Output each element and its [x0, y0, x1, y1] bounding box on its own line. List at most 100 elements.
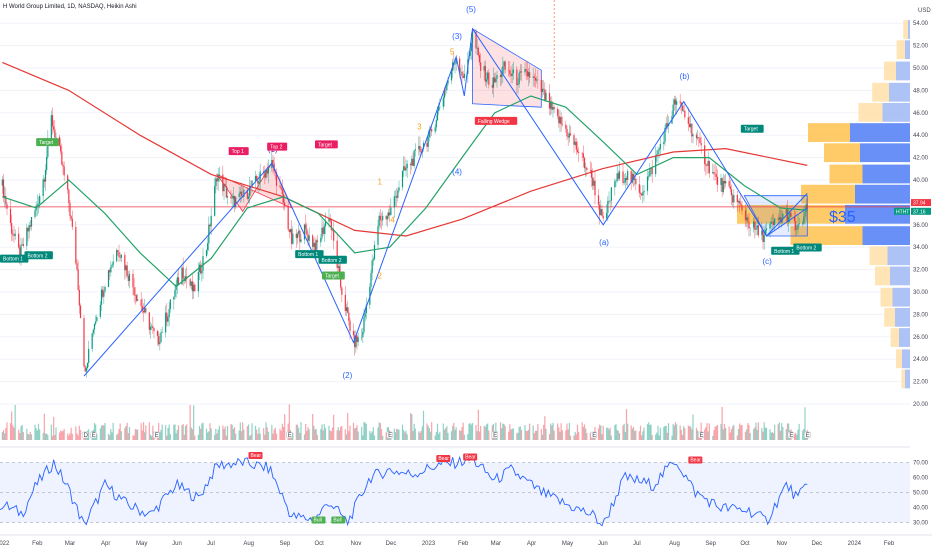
price-tick-label: 32.00 — [913, 268, 929, 274]
volume-bar — [692, 414, 694, 440]
volume-bar — [186, 424, 188, 440]
event-marker-text: E — [155, 433, 159, 439]
volume-bar — [427, 425, 429, 440]
candle-body — [305, 224, 307, 229]
candle-body — [96, 316, 98, 322]
volume-bar — [680, 429, 682, 440]
volume-bar — [264, 434, 266, 440]
candle-body — [159, 342, 161, 345]
target-zone — [743, 195, 808, 237]
candle-body — [748, 222, 750, 228]
volume-bar — [708, 423, 710, 440]
volume-bar — [610, 435, 612, 440]
volume-bar — [152, 425, 154, 440]
candle-body — [238, 193, 240, 197]
time-tick-label: Feb — [458, 541, 469, 547]
candle-body — [39, 196, 41, 204]
volume-bar — [103, 425, 105, 440]
candle-body — [36, 204, 38, 206]
volume-bar — [110, 429, 112, 440]
volume-bar — [230, 423, 232, 440]
volume-bar — [771, 432, 773, 440]
volume-bar — [77, 435, 79, 440]
volume-bar — [704, 429, 706, 440]
volume-profile-down-bar — [890, 266, 910, 286]
candle-body — [104, 286, 106, 292]
volume-bar — [608, 429, 610, 440]
volume-bar — [581, 422, 583, 440]
volume-bar — [75, 426, 77, 440]
volume-bar — [627, 423, 629, 440]
candle-body — [698, 137, 700, 138]
volume-bar — [485, 424, 488, 440]
candle-body — [233, 195, 236, 207]
candle-body — [303, 224, 306, 240]
candle-body — [541, 88, 544, 93]
candle-body — [691, 123, 693, 137]
pattern-label-text: Target — [744, 127, 759, 133]
volume-bar — [345, 434, 348, 440]
rsi-signal-text: Bull — [333, 518, 341, 524]
ma50-line — [2, 95, 808, 288]
volume-profile-up-bar — [875, 266, 890, 286]
event-marker-text: D — [84, 433, 89, 439]
volume-profile-down-bar — [850, 123, 910, 142]
candle-body — [272, 159, 274, 164]
volume-bar — [372, 427, 374, 440]
volume-bar — [406, 434, 408, 440]
volume-bar — [646, 424, 649, 440]
candle-body — [55, 136, 57, 138]
volume-bar — [788, 423, 790, 440]
volume-bar — [797, 429, 799, 440]
volume-bar — [233, 427, 236, 440]
candle-body — [152, 326, 154, 329]
volume-bar — [804, 407, 806, 440]
candle-body — [496, 75, 498, 79]
volume-bar — [298, 427, 300, 440]
candle-body — [672, 104, 674, 117]
volume-bar — [765, 427, 768, 440]
volume-bar — [396, 428, 398, 440]
candle-body — [181, 267, 183, 285]
volume-profile-up-bar — [872, 82, 889, 102]
volume-bar — [307, 427, 309, 440]
volume-bar — [315, 429, 317, 440]
rsi-tick-label: 70.00 — [913, 461, 929, 467]
volume-bar — [649, 424, 651, 440]
candle-body — [666, 123, 668, 127]
candle-body — [58, 136, 61, 146]
candle-body — [410, 163, 412, 166]
volume-bar — [414, 428, 416, 440]
candle-body — [37, 203, 40, 205]
candle-body — [134, 295, 136, 296]
volume-bar — [450, 431, 453, 440]
volume-bar — [410, 413, 412, 440]
volume-profile-up-bar — [801, 184, 855, 204]
volume-bar — [477, 409, 479, 440]
volume-bar — [495, 422, 497, 440]
volume-bar — [58, 432, 61, 440]
candle-body — [728, 181, 730, 187]
pattern-label-box — [228, 147, 249, 156]
volume-bar — [638, 431, 640, 440]
candle-body — [243, 189, 245, 198]
event-marker — [81, 431, 89, 439]
volume-bar — [295, 424, 297, 440]
candle-body — [786, 209, 789, 223]
candle-body — [729, 186, 731, 190]
volume-bar — [508, 431, 510, 440]
volume-bar — [1, 432, 3, 440]
candle-body — [484, 65, 486, 82]
candle-body — [422, 143, 425, 149]
candle-body — [741, 205, 743, 211]
rsi-signal-text: Bull — [314, 518, 322, 524]
event-marker-text: E — [288, 433, 292, 439]
candle-body — [54, 129, 56, 138]
volume-bar — [753, 429, 755, 440]
volume-bar — [679, 425, 681, 440]
candle-body — [529, 72, 531, 78]
volume-bar — [452, 425, 454, 440]
candle-body — [782, 213, 784, 218]
volume-bar — [403, 429, 405, 440]
